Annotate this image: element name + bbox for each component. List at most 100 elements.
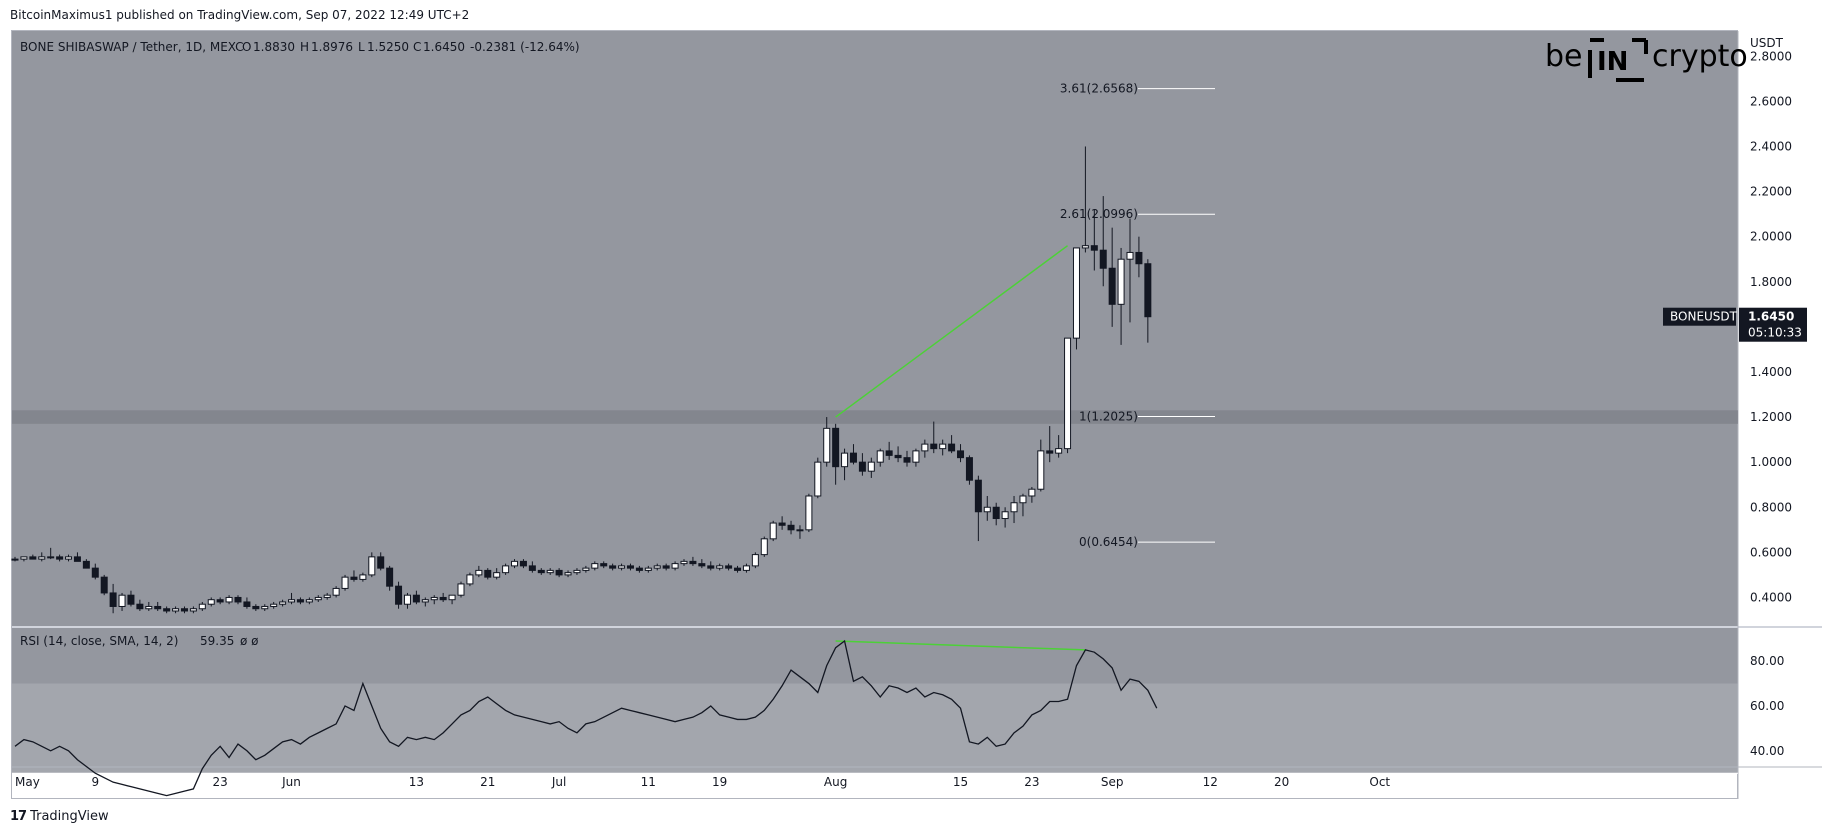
- candle-up: [742, 565, 750, 571]
- candle-up: [680, 560, 688, 565]
- divergence-lines: [835, 245, 1086, 651]
- candle-up: [314, 596, 322, 601]
- candle-down: [56, 556, 64, 560]
- candle-down: [600, 563, 608, 567]
- price-axis-area[interactable]: [1738, 31, 1823, 766]
- time-tick-label: 9: [91, 775, 99, 789]
- ohlc-o-value: 1.8830: [253, 40, 295, 54]
- candle-up: [11, 558, 19, 561]
- candle-up: [814, 461, 822, 497]
- candle-down: [1099, 249, 1107, 269]
- price-tag-countdown: 05:10:33: [1748, 326, 1802, 340]
- price-tick-label: 0.8000: [1750, 500, 1792, 514]
- candle-down: [609, 565, 617, 569]
- rsi-label: RSI (14, close, SMA, 14, 2): [20, 634, 178, 648]
- rsi-axis-ticks: 80.00 60.00 40.00: [1750, 654, 1784, 758]
- candle-up: [261, 605, 269, 610]
- resistance-zone: [12, 410, 1738, 424]
- candle-down: [537, 569, 545, 574]
- candle-up: [876, 450, 884, 463]
- candle-up: [823, 427, 831, 463]
- candle-down: [154, 605, 162, 610]
- price-tick-label: 2.0000: [1750, 230, 1792, 244]
- price-tick-label: 1.8000: [1750, 275, 1792, 289]
- candle-up: [20, 556, 28, 560]
- candle-down: [136, 603, 144, 610]
- candle-up: [769, 522, 777, 540]
- candle-down: [519, 560, 527, 567]
- price-tick-label: 1.4000: [1750, 365, 1792, 379]
- candle-up: [939, 443, 947, 450]
- candle-down: [484, 569, 492, 578]
- candle-down: [662, 565, 670, 569]
- candle-up: [1072, 247, 1080, 339]
- footer: 17 TradingView: [10, 809, 109, 824]
- price-tag-bg: [1739, 307, 1807, 342]
- candle-up: [270, 603, 278, 607]
- candle-up: [421, 599, 429, 603]
- candle-up: [671, 563, 679, 569]
- ohlc-change: -0.2381 (-12.64%): [470, 40, 580, 54]
- candle-down: [992, 506, 1000, 520]
- symbol-tag-text: BONEUSDT: [1670, 310, 1738, 324]
- candle-up: [1126, 251, 1134, 260]
- time-tick-label: 19: [712, 775, 727, 789]
- time-tick-label: 21: [480, 775, 495, 789]
- candle-up: [841, 452, 849, 468]
- candle-up: [198, 603, 206, 610]
- candle-up: [359, 574, 367, 580]
- candle-up: [796, 529, 804, 532]
- time-tick-label: 20: [1274, 775, 1289, 789]
- candle-down: [734, 567, 742, 571]
- candle-down: [100, 576, 108, 594]
- candle-up: [403, 594, 411, 605]
- rsi-extra: ø ø: [240, 634, 259, 648]
- beincrypto-logo: be IN crypto: [1545, 38, 1748, 82]
- time-tick-label: Jul: [551, 775, 566, 789]
- candle-up: [1055, 448, 1063, 454]
- candle-down: [689, 560, 697, 565]
- candle-up: [582, 567, 590, 571]
- fib-label-1: 2.61(2.0996): [1060, 207, 1138, 221]
- candle-up: [189, 608, 197, 612]
- candle-up: [1081, 245, 1089, 249]
- candle-down: [29, 556, 37, 560]
- candle-up: [448, 594, 456, 601]
- time-tick-label: Sep: [1101, 775, 1124, 789]
- candle-down: [412, 594, 420, 603]
- time-tick-label: Aug: [824, 775, 847, 789]
- candle-up: [1064, 337, 1072, 450]
- candle-down: [91, 567, 99, 578]
- logo-box: [1588, 38, 1648, 82]
- candle-down: [894, 454, 902, 459]
- price-pane[interactable]: [12, 31, 1738, 626]
- candle-down: [1144, 263, 1152, 318]
- candle-down: [555, 569, 563, 576]
- candle-up: [305, 599, 313, 603]
- candle-down: [832, 427, 840, 468]
- candle-down: [350, 576, 358, 580]
- time-tick-label: Jun: [281, 775, 301, 789]
- candle-down: [163, 608, 171, 612]
- candle-up: [751, 554, 759, 567]
- logo-text-be: be: [1545, 39, 1583, 74]
- candle-down: [109, 592, 117, 607]
- ohlc-h-label: H: [300, 40, 309, 54]
- rsi-line: [14, 639, 1158, 797]
- divergence-line-rsi: [835, 640, 1086, 651]
- candle-up: [493, 572, 501, 578]
- candle-down: [386, 567, 394, 587]
- fib-levels: 3.61(2.6568) 2.61(2.0996) 1(1.2025) 0(0.645…: [1060, 82, 1215, 549]
- price-tick-label: 0.6000: [1750, 545, 1792, 559]
- fib-label-3: 0(0.6454): [1079, 535, 1138, 549]
- candle-up: [591, 563, 599, 569]
- candle-up: [225, 596, 233, 603]
- rsi-band: [12, 683, 1738, 774]
- ohlc-c-label: C: [413, 40, 421, 54]
- candle-up: [502, 565, 510, 574]
- price-tick-label: 2.8000: [1750, 49, 1792, 63]
- candle-up: [38, 556, 46, 560]
- time-tick-label: May: [15, 775, 40, 789]
- time-tick-label: 23: [213, 775, 228, 789]
